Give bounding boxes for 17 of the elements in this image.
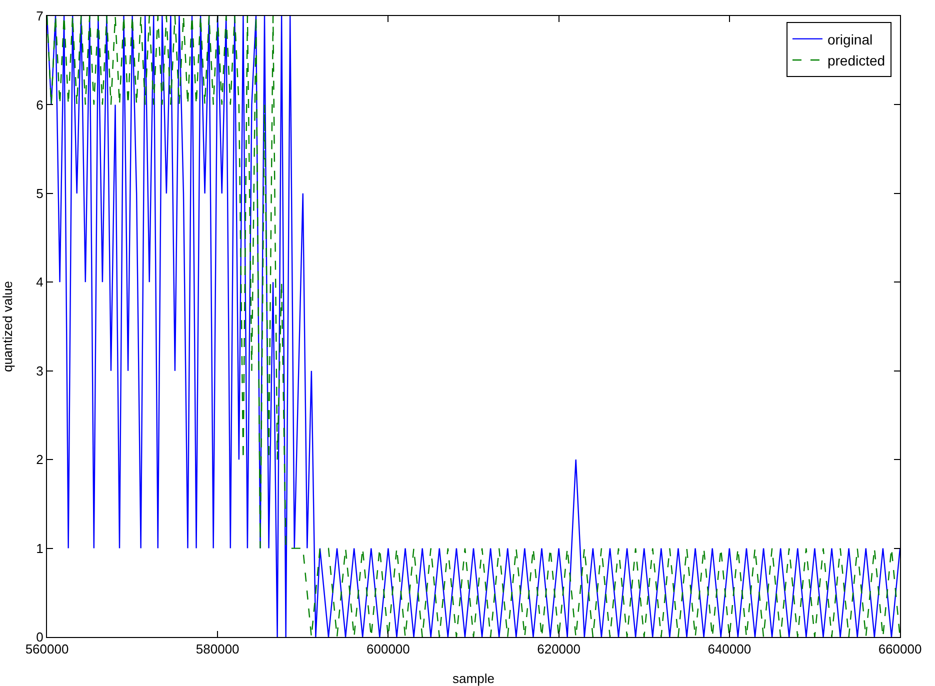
x-tick-label: 600000 (366, 642, 410, 657)
x-tick-label: 580000 (196, 642, 240, 657)
legend-label: original (827, 31, 873, 48)
x-tick-label: 620000 (537, 642, 580, 657)
y-tick-label: 5 (36, 186, 44, 201)
legend-label: predicted (827, 52, 886, 68)
x-axis-title: sample (452, 671, 494, 686)
x-tick-label: 660000 (878, 642, 922, 657)
line-series (47, 16, 900, 637)
y-tick-label: 3 (36, 363, 44, 378)
y-tick-label: 4 (36, 274, 44, 290)
y-tick-label: 2 (36, 452, 44, 468)
x-tick-label: 640000 (708, 642, 752, 657)
y-tick-label: 1 (36, 540, 44, 556)
y-axis-title: quantized value (0, 280, 15, 372)
y-tick-label: 7 (36, 8, 44, 24)
y-tick-label: 6 (36, 97, 44, 112)
